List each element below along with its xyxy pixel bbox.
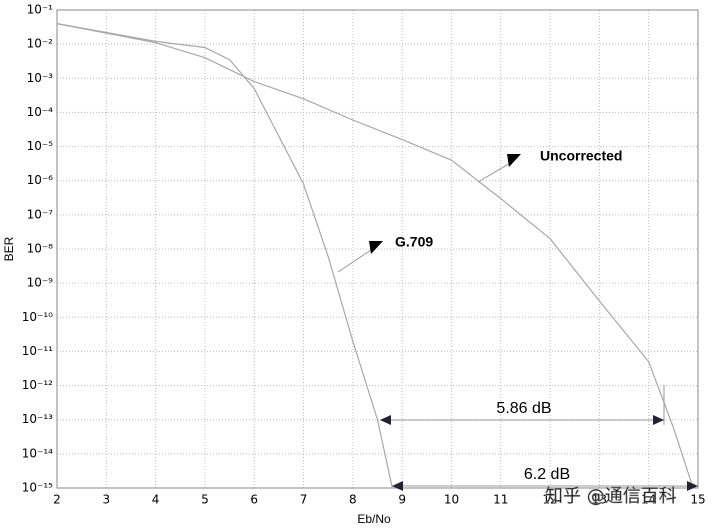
x-tick-label: 8 — [349, 493, 357, 507]
pointer-line — [337, 247, 375, 273]
dimension-label: 5.86 dB — [496, 400, 551, 417]
x-tick-label: 4 — [152, 493, 160, 507]
x-tick-label: 2 — [53, 493, 61, 507]
series-label: G.709 — [395, 234, 433, 250]
y-tick-label: 10⁻² — [27, 37, 54, 51]
y-tick-label: 10⁻⁹ — [27, 276, 54, 290]
series-line — [56, 23, 694, 489]
x-tick-label: 9 — [398, 493, 406, 507]
series-label: Uncorrected — [540, 148, 622, 164]
y-tick-label: 10⁻⁷ — [27, 207, 54, 221]
y-tick-label: 10⁻⁸ — [27, 242, 54, 256]
x-tick-label: 14 — [641, 493, 656, 507]
dimension-arrow — [687, 481, 698, 491]
y-tick-label: 10⁻¹⁴ — [22, 446, 53, 460]
y-tick-label: 10⁻³ — [27, 71, 54, 85]
y-tick-label: 10⁻¹⁵ — [22, 481, 53, 495]
x-axis-label: Eb/No — [357, 512, 391, 526]
x-tick-label: 15 — [690, 493, 705, 507]
series-line — [56, 23, 393, 489]
x-tick-label: 7 — [300, 493, 308, 507]
pointer-line — [477, 161, 513, 183]
y-tick-label: 10⁻⁴ — [27, 105, 54, 119]
x-tick-label: 6 — [250, 493, 258, 507]
y-tick-label: 10⁻⁵ — [27, 139, 54, 153]
y-tick-label: 10⁻¹² — [22, 378, 53, 392]
dimension-arrow — [653, 415, 664, 425]
dimension-arrow — [392, 481, 403, 491]
y-tick-label: 10⁻¹⁰ — [22, 310, 53, 324]
x-tick-label: 12 — [542, 493, 557, 507]
y-tick-label: 10⁻¹ — [27, 3, 54, 17]
pointer-arrow — [507, 154, 521, 167]
y-axis-label: BER — [2, 236, 16, 261]
x-tick-label: 13 — [592, 493, 607, 507]
x-tick-label: 5 — [201, 493, 209, 507]
y-tick-label: 10⁻⁶ — [27, 173, 54, 187]
x-tick-label: 10 — [444, 493, 459, 507]
x-tick-label: 11 — [493, 493, 508, 507]
y-tick-label: 10⁻¹¹ — [22, 344, 53, 358]
x-tick-label: 3 — [102, 493, 110, 507]
watermark: 知乎 @通信百科 — [545, 486, 677, 507]
plot-frame — [56, 9, 699, 489]
pointer-arrow — [369, 241, 383, 254]
dimension-arrow — [380, 415, 391, 425]
dimension-label: 6.2 dB — [524, 466, 570, 483]
y-tick-label: 10⁻¹³ — [22, 412, 53, 426]
